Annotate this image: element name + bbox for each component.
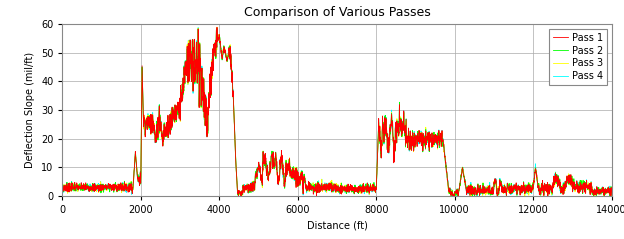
Pass 3 <box>263 170 271 173</box>
Pass 2 <box>608 194 615 196</box>
Pass 1 <box>213 26 221 29</box>
Pass 2 <box>306 187 314 190</box>
Pass 4 <box>59 185 66 188</box>
Pass 4 <box>263 169 271 172</box>
Line: Pass 4: Pass 4 <box>62 28 612 196</box>
Pass 1 <box>608 194 615 197</box>
Pass 3 <box>605 191 612 194</box>
Pass 2 <box>263 168 271 171</box>
Y-axis label: Deflection Slope (mil/ft): Deflection Slope (mil/ft) <box>26 52 36 168</box>
Pass 3 <box>511 187 519 190</box>
Pass 2 <box>449 195 457 197</box>
Pass 4 <box>605 189 612 191</box>
Pass 2 <box>391 143 399 146</box>
X-axis label: Distance (ft): Distance (ft) <box>306 221 368 231</box>
Pass 2 <box>511 187 519 190</box>
Pass 2 <box>213 27 221 30</box>
Pass 4 <box>391 146 399 149</box>
Pass 1 <box>306 183 314 185</box>
Pass 3 <box>492 184 499 186</box>
Pass 3 <box>306 183 314 186</box>
Line: Pass 2: Pass 2 <box>62 28 612 196</box>
Pass 3 <box>59 183 66 186</box>
Pass 4 <box>511 190 519 193</box>
Pass 1 <box>391 139 399 142</box>
Pass 3 <box>237 195 245 197</box>
Pass 4 <box>306 186 314 189</box>
Pass 1 <box>492 182 499 185</box>
Pass 2 <box>605 188 612 190</box>
Pass 1 <box>511 187 519 190</box>
Pass 3 <box>391 141 399 144</box>
Pass 2 <box>59 182 66 185</box>
Pass 1 <box>605 189 612 191</box>
Pass 4 <box>608 194 615 197</box>
Pass 4 <box>492 182 499 185</box>
Pass 2 <box>492 182 499 185</box>
Line: Pass 1: Pass 1 <box>62 27 612 196</box>
Line: Pass 3: Pass 3 <box>62 27 612 196</box>
Legend: Pass 1, Pass 2, Pass 3, Pass 4: Pass 1, Pass 2, Pass 3, Pass 4 <box>549 29 607 85</box>
Pass 4 <box>195 26 202 29</box>
Pass 1 <box>263 169 271 172</box>
Pass 1 <box>235 195 242 197</box>
Pass 4 <box>448 195 456 197</box>
Pass 3 <box>213 26 221 29</box>
Pass 3 <box>608 195 615 197</box>
Title: Comparison of Various Passes: Comparison of Various Passes <box>243 5 431 19</box>
Pass 1 <box>59 181 66 184</box>
